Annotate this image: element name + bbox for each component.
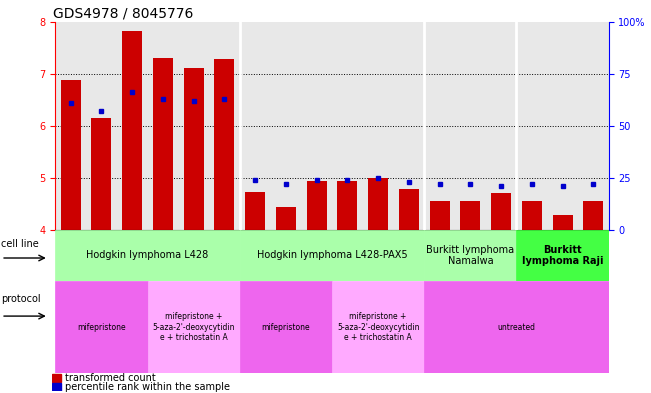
Bar: [245, 192, 265, 230]
Text: percentile rank within the sample: percentile rank within the sample: [64, 382, 230, 392]
Text: mifepristone: mifepristone: [262, 323, 311, 332]
Text: untreated: untreated: [497, 323, 536, 332]
Bar: [399, 189, 419, 230]
Text: transformed count: transformed count: [64, 373, 156, 383]
Bar: [55, 281, 148, 373]
Bar: [184, 68, 204, 230]
Bar: [240, 230, 424, 281]
Bar: [424, 281, 609, 373]
Bar: [122, 31, 142, 230]
Text: GDS4978 / 8045776: GDS4978 / 8045776: [53, 6, 193, 20]
Bar: [61, 80, 81, 230]
Text: Hodgkin lymphoma L428: Hodgkin lymphoma L428: [87, 250, 209, 261]
Bar: [52, 375, 61, 382]
Bar: [522, 201, 542, 230]
Bar: [583, 201, 603, 230]
Bar: [55, 230, 240, 281]
Bar: [337, 182, 357, 230]
Text: protocol: protocol: [1, 294, 41, 305]
Bar: [91, 118, 111, 230]
Bar: [516, 230, 609, 281]
Text: mifepristone +
5-aza-2'-deoxycytidin
e + trichostatin A: mifepristone + 5-aza-2'-deoxycytidin e +…: [337, 312, 419, 342]
Bar: [307, 182, 327, 230]
Bar: [368, 178, 388, 230]
Bar: [430, 201, 450, 230]
Text: Burkitt
lymphoma Raji: Burkitt lymphoma Raji: [522, 245, 603, 266]
Bar: [460, 201, 480, 230]
Bar: [153, 58, 173, 230]
Text: cell line: cell line: [1, 239, 39, 249]
Text: Hodgkin lymphoma L428-PAX5: Hodgkin lymphoma L428-PAX5: [256, 250, 408, 261]
Text: Burkitt lymphoma
Namalwa: Burkitt lymphoma Namalwa: [426, 245, 514, 266]
Bar: [276, 207, 296, 230]
Bar: [491, 193, 511, 230]
Bar: [52, 383, 61, 391]
Bar: [553, 215, 573, 230]
Text: mifepristone +
5-aza-2'-deoxycytidin
e + trichostatin A: mifepristone + 5-aza-2'-deoxycytidin e +…: [152, 312, 235, 342]
Bar: [424, 230, 516, 281]
Bar: [240, 281, 332, 373]
Bar: [214, 59, 234, 230]
Bar: [148, 281, 240, 373]
Bar: [332, 281, 424, 373]
Text: mifepristone: mifepristone: [77, 323, 126, 332]
